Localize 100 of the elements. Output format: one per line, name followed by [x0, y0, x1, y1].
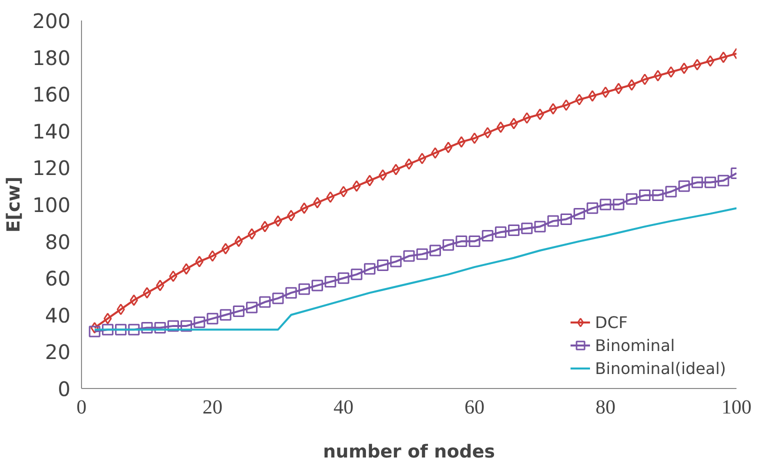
point — [128, 324, 140, 336]
point — [600, 198, 612, 210]
point — [496, 121, 505, 133]
point — [666, 66, 676, 78]
point — [470, 132, 479, 144]
legend-label: DCF — [595, 312, 628, 332]
point — [522, 112, 531, 124]
point — [116, 304, 125, 316]
point — [246, 302, 258, 314]
point — [654, 70, 662, 82]
point — [626, 193, 638, 205]
point — [285, 287, 297, 299]
x-tick-label: 40 — [334, 396, 354, 418]
legend-label: Binominal — [595, 336, 675, 354]
point — [574, 208, 586, 220]
point — [130, 294, 138, 306]
point — [364, 263, 376, 275]
point — [88, 326, 100, 338]
point — [575, 94, 584, 106]
point — [156, 280, 164, 292]
point — [324, 276, 336, 288]
point — [719, 52, 728, 64]
y-tick-label: 20 — [45, 340, 71, 364]
point — [206, 312, 218, 324]
point — [403, 250, 415, 262]
y-tick-label: 160 — [32, 82, 71, 107]
point — [180, 320, 192, 332]
point — [234, 236, 243, 248]
y-tick-label: 200 — [32, 9, 71, 33]
y-tick-label: 100 — [32, 193, 71, 217]
point — [456, 236, 468, 248]
point — [366, 174, 374, 186]
point — [390, 256, 402, 268]
point — [194, 316, 206, 328]
point — [508, 224, 520, 236]
point — [521, 222, 533, 234]
point — [169, 270, 178, 282]
point — [665, 186, 677, 198]
point — [259, 296, 271, 308]
point — [90, 322, 99, 334]
point — [313, 196, 322, 208]
point — [444, 142, 452, 154]
point — [350, 268, 362, 280]
point — [104, 312, 112, 324]
y-tick-label: 180 — [32, 46, 71, 70]
y-tick-label: 0 — [58, 377, 71, 401]
point — [494, 226, 506, 238]
point — [588, 90, 596, 102]
point — [102, 324, 114, 336]
point — [718, 174, 730, 186]
point — [416, 248, 428, 260]
y-axis-title: E[cw] — [3, 176, 24, 233]
point — [287, 210, 296, 222]
point — [326, 191, 334, 203]
point — [484, 126, 492, 138]
point — [222, 242, 230, 254]
point — [612, 198, 624, 210]
point — [482, 230, 494, 242]
point — [560, 213, 572, 225]
point — [678, 180, 690, 192]
point — [208, 250, 217, 262]
point — [680, 62, 688, 74]
y-tick-label: 40 — [45, 303, 71, 328]
point — [639, 190, 651, 202]
point — [182, 263, 190, 275]
point — [706, 55, 714, 67]
x-tick-label: 80 — [596, 396, 616, 418]
point — [141, 322, 153, 334]
point — [562, 99, 570, 111]
point — [549, 103, 558, 115]
point — [536, 108, 544, 120]
x-axis-title: number of nodes — [322, 442, 496, 462]
y-tick-label: 60 — [45, 266, 71, 291]
point — [693, 58, 702, 70]
point — [652, 190, 664, 202]
point — [378, 169, 387, 181]
point — [392, 164, 400, 176]
point — [404, 158, 414, 170]
point — [442, 239, 454, 251]
point — [142, 287, 152, 299]
point — [298, 283, 310, 295]
point — [195, 256, 204, 268]
point — [352, 180, 361, 192]
point — [339, 186, 348, 198]
point — [248, 228, 256, 240]
legend-label: Binominal(ideal) — [595, 358, 726, 378]
point — [601, 86, 610, 98]
point — [614, 82, 623, 94]
point — [431, 147, 440, 159]
point — [220, 309, 232, 321]
point — [167, 320, 179, 332]
y-tick-label: 80 — [45, 230, 71, 254]
point — [547, 215, 559, 227]
x-tick-label: 0 — [76, 396, 86, 418]
y-tick-label: 120 — [32, 156, 71, 180]
point — [628, 79, 636, 91]
x-tick-label: 20 — [202, 396, 222, 418]
point — [640, 74, 649, 86]
point — [274, 215, 282, 227]
point — [377, 259, 389, 271]
